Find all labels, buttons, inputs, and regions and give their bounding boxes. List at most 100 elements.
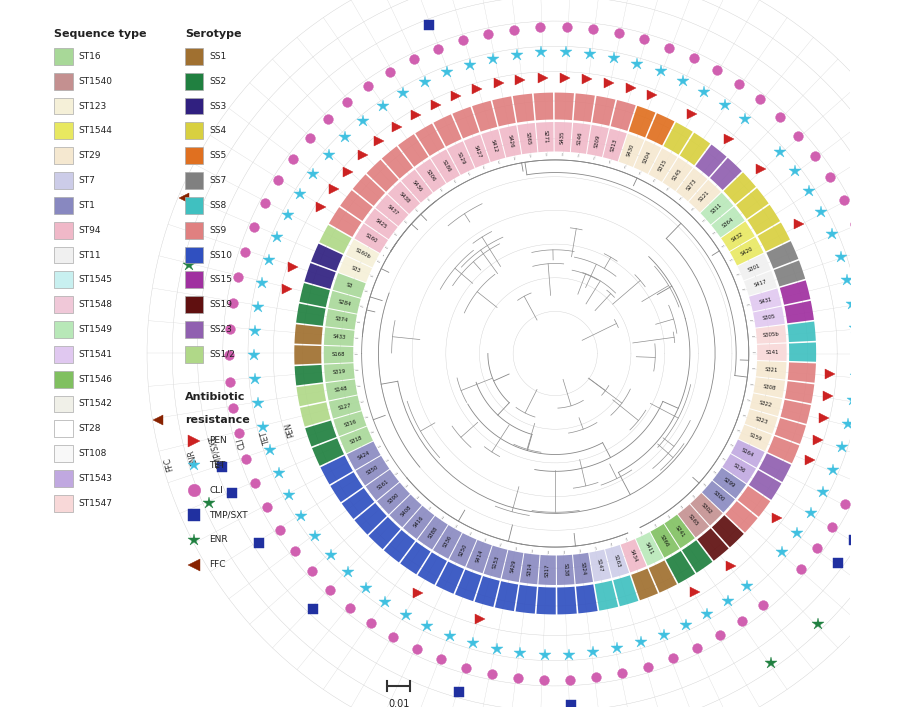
Text: ST1549: ST1549 (79, 325, 112, 334)
Polygon shape (398, 134, 428, 167)
Polygon shape (595, 580, 618, 611)
Text: S411: S411 (644, 542, 654, 556)
Polygon shape (342, 488, 374, 519)
Text: ST1540: ST1540 (79, 77, 112, 86)
Polygon shape (369, 517, 400, 549)
Polygon shape (713, 468, 746, 498)
Text: S146: S146 (577, 132, 583, 145)
Text: S316: S316 (343, 419, 357, 428)
Text: FFC: FFC (210, 560, 226, 569)
Polygon shape (300, 402, 330, 426)
Polygon shape (356, 456, 390, 486)
Polygon shape (702, 481, 735, 513)
Polygon shape (320, 225, 352, 254)
FancyBboxPatch shape (54, 421, 73, 437)
Text: S305: S305 (762, 314, 776, 321)
FancyBboxPatch shape (184, 122, 203, 139)
Polygon shape (721, 221, 755, 251)
Polygon shape (696, 144, 726, 177)
Text: FFC: FFC (162, 457, 175, 472)
Polygon shape (680, 133, 710, 165)
Text: S318: S318 (349, 435, 364, 445)
Polygon shape (416, 159, 446, 192)
Text: ST1543: ST1543 (79, 474, 112, 483)
Text: S127: S127 (338, 402, 352, 411)
Polygon shape (557, 555, 574, 585)
Text: S299: S299 (723, 477, 736, 489)
Text: S284: S284 (338, 299, 352, 307)
Text: S374: S374 (334, 316, 348, 323)
Text: S336: S336 (443, 534, 454, 549)
Text: SS9: SS9 (210, 226, 227, 235)
Text: S311: S311 (710, 203, 724, 215)
Text: S138: S138 (562, 563, 568, 577)
FancyBboxPatch shape (54, 470, 73, 487)
Polygon shape (340, 190, 373, 221)
Polygon shape (753, 307, 785, 327)
Text: S364: S364 (721, 216, 734, 228)
FancyBboxPatch shape (54, 147, 73, 164)
Text: S314: S314 (527, 562, 534, 575)
Polygon shape (690, 493, 723, 525)
Text: ST16: ST16 (79, 52, 102, 61)
Text: S390: S390 (387, 492, 400, 504)
Text: S433: S433 (332, 334, 346, 340)
Polygon shape (418, 552, 447, 585)
Polygon shape (388, 182, 420, 214)
Polygon shape (759, 453, 791, 482)
Polygon shape (748, 205, 780, 235)
Polygon shape (516, 585, 537, 614)
Polygon shape (725, 501, 758, 532)
Polygon shape (333, 411, 366, 436)
Text: PEN: PEN (210, 436, 227, 445)
FancyBboxPatch shape (184, 321, 203, 338)
Text: S168: S168 (332, 352, 346, 357)
FancyBboxPatch shape (54, 48, 73, 65)
Polygon shape (663, 122, 693, 155)
Text: S304: S304 (642, 150, 652, 164)
Polygon shape (513, 93, 535, 122)
Polygon shape (338, 256, 372, 282)
FancyBboxPatch shape (54, 271, 73, 288)
Polygon shape (294, 345, 321, 365)
Polygon shape (757, 344, 787, 361)
Text: S160: S160 (364, 233, 379, 245)
Text: ENR: ENR (186, 448, 199, 467)
Polygon shape (328, 395, 362, 419)
Text: Antibiotic: Antibiotic (184, 392, 245, 402)
Text: ST1: ST1 (79, 201, 95, 210)
Text: S437: S437 (385, 204, 399, 217)
Polygon shape (712, 515, 743, 547)
Polygon shape (664, 515, 695, 548)
Polygon shape (554, 122, 572, 152)
Polygon shape (634, 140, 661, 174)
FancyBboxPatch shape (54, 445, 73, 462)
Text: S366: S366 (659, 534, 670, 548)
Text: SS1/2: SS1/2 (210, 350, 235, 359)
Text: CLI: CLI (210, 486, 223, 495)
Polygon shape (296, 303, 326, 326)
Text: S300: S300 (712, 490, 724, 503)
Polygon shape (449, 533, 477, 567)
Polygon shape (554, 93, 574, 120)
FancyBboxPatch shape (54, 321, 73, 338)
Text: CLI: CLI (235, 437, 248, 450)
Polygon shape (434, 115, 462, 146)
FancyBboxPatch shape (184, 147, 203, 164)
Text: ST1548: ST1548 (79, 300, 112, 309)
Polygon shape (312, 438, 344, 466)
Text: S301: S301 (747, 262, 761, 272)
Polygon shape (758, 223, 790, 252)
Text: S186: S186 (440, 159, 452, 173)
Polygon shape (464, 134, 490, 168)
Polygon shape (678, 504, 709, 537)
Polygon shape (651, 524, 680, 558)
Text: S33: S33 (350, 265, 361, 274)
FancyBboxPatch shape (54, 197, 73, 214)
Text: SS19: SS19 (210, 300, 232, 309)
Polygon shape (431, 149, 460, 183)
Text: S163: S163 (612, 554, 621, 568)
FancyBboxPatch shape (54, 98, 73, 115)
Text: ST1546: ST1546 (79, 375, 112, 384)
Polygon shape (571, 123, 590, 154)
